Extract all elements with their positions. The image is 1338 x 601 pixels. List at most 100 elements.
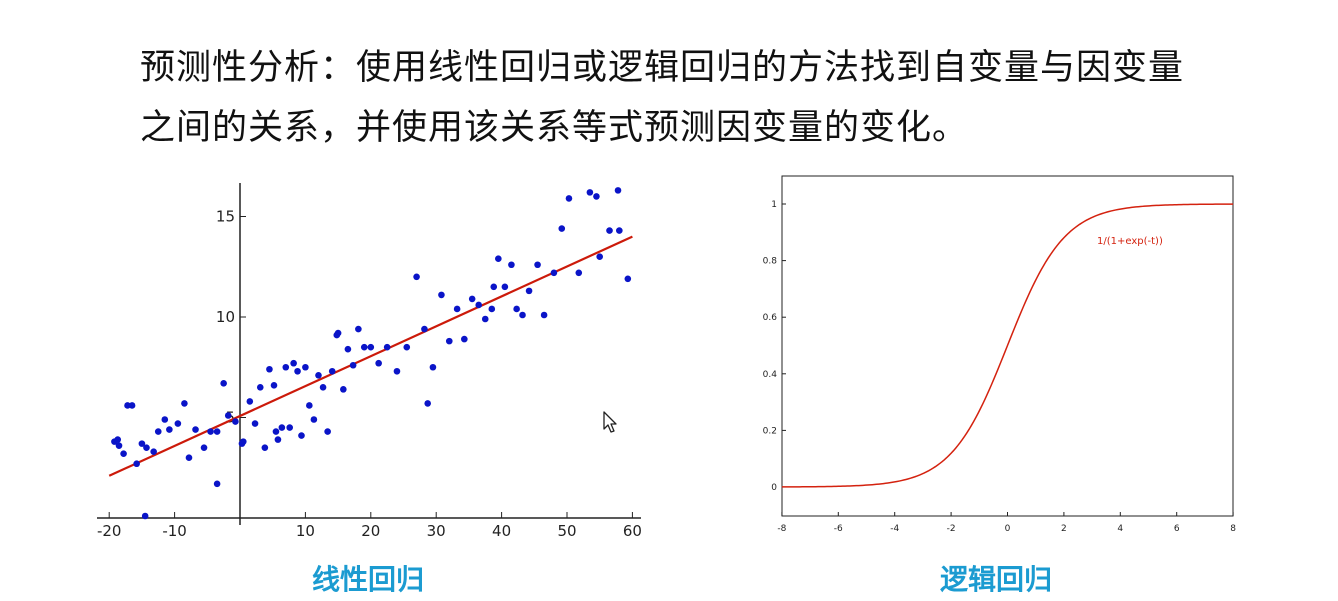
data-point (333, 331, 341, 339)
data-point (294, 367, 301, 375)
y-tick-label: 0.6 (763, 313, 778, 323)
data-point (501, 283, 509, 291)
data-point (488, 305, 496, 313)
data-point (606, 227, 613, 234)
logistic-regression-caption: 逻辑回归 (940, 563, 1053, 596)
x-tick-label: 0 (1005, 524, 1011, 534)
data-point (185, 454, 193, 462)
data-point (246, 398, 254, 405)
data-point (403, 343, 411, 351)
y-tick-label: 0.2 (763, 426, 777, 436)
data-point (375, 359, 382, 367)
data-point (286, 424, 294, 431)
data-point (360, 343, 368, 351)
x-tick-label: 4 (1117, 524, 1123, 534)
x-tick-label: -6 (834, 524, 843, 534)
x-tick-label: -8 (777, 524, 786, 534)
x-tick-label: 60 (623, 522, 642, 540)
data-point (550, 269, 558, 277)
data-point (614, 187, 622, 194)
data-point (272, 428, 280, 435)
data-point (349, 361, 357, 369)
data-point (120, 450, 127, 457)
data-point (154, 428, 162, 435)
data-point (310, 416, 318, 423)
y-tick-label: 10 (216, 308, 235, 326)
data-point (138, 440, 146, 447)
data-point (461, 335, 468, 343)
data-point (115, 442, 123, 449)
data-point (256, 384, 264, 391)
data-point (393, 367, 401, 375)
data-point (586, 189, 594, 196)
sigmoid-curve (781, 203, 1234, 488)
x-tick-label: 30 (427, 522, 446, 540)
x-tick-label: -10 (162, 522, 187, 540)
data-point (224, 412, 232, 419)
data-point (213, 480, 221, 488)
regression-line (108, 235, 633, 477)
data-point (319, 384, 327, 391)
data-point (266, 365, 273, 373)
data-point (133, 460, 140, 468)
data-point (200, 444, 208, 451)
data-point (328, 367, 336, 375)
data-point (540, 311, 548, 319)
data-point (495, 255, 502, 263)
data-point (315, 371, 322, 379)
data-point (558, 225, 566, 232)
data-point (445, 337, 453, 345)
data-point (282, 363, 290, 371)
data-point (302, 363, 309, 371)
data-point (438, 291, 445, 299)
x-tick-label: -4 (890, 524, 899, 534)
x-tick-label: -2 (947, 524, 956, 534)
data-point (367, 343, 375, 351)
data-point (490, 283, 498, 291)
data-point (278, 424, 286, 431)
data-point (141, 512, 149, 520)
data-point (220, 380, 227, 387)
data-point (616, 227, 623, 234)
y-tick-label: 0.4 (763, 370, 778, 380)
data-point (261, 444, 269, 451)
data-point (161, 416, 169, 423)
data-point (421, 325, 428, 333)
linear-regression-caption: 线性回归 (312, 563, 425, 596)
data-point (475, 301, 483, 309)
x-tick-label: 2 (1061, 524, 1067, 534)
data-point (593, 193, 600, 200)
data-point (298, 432, 305, 439)
heading-line-2: 之间的关系，并使用该关系等式预测因变量的变化。 (140, 108, 969, 148)
data-point (290, 359, 297, 367)
data-point (232, 418, 239, 425)
data-point (128, 402, 136, 409)
data-point (251, 420, 259, 427)
series-label: 1/(1+exp(-t)) (1097, 236, 1163, 247)
x-tick-label: -20 (97, 522, 122, 540)
data-point (143, 444, 150, 451)
data-point (150, 448, 157, 455)
data-point (114, 436, 122, 443)
heading: 预测性分析：使用线性回归或逻辑回归的方法找到自变量与因变量 之间的关系，并使用该… (140, 38, 1240, 158)
y-tick-label: 0 (771, 483, 777, 493)
data-point (324, 428, 331, 435)
heading-line-1: 预测性分析：使用线性回归或逻辑回归的方法找到自变量与因变量 (140, 48, 1185, 88)
data-point (213, 428, 221, 435)
data-point (174, 420, 182, 427)
data-point (181, 400, 188, 407)
data-point (383, 343, 391, 351)
data-point (207, 428, 214, 435)
data-point (575, 269, 583, 277)
data-point (481, 315, 489, 323)
data-point (525, 287, 533, 295)
data-point (519, 311, 526, 319)
data-point (192, 426, 199, 433)
data-point (344, 345, 352, 353)
x-tick-label: 8 (1230, 524, 1236, 534)
data-point (453, 305, 461, 313)
x-tick-label: 6 (1174, 524, 1180, 534)
data-point (424, 400, 431, 407)
